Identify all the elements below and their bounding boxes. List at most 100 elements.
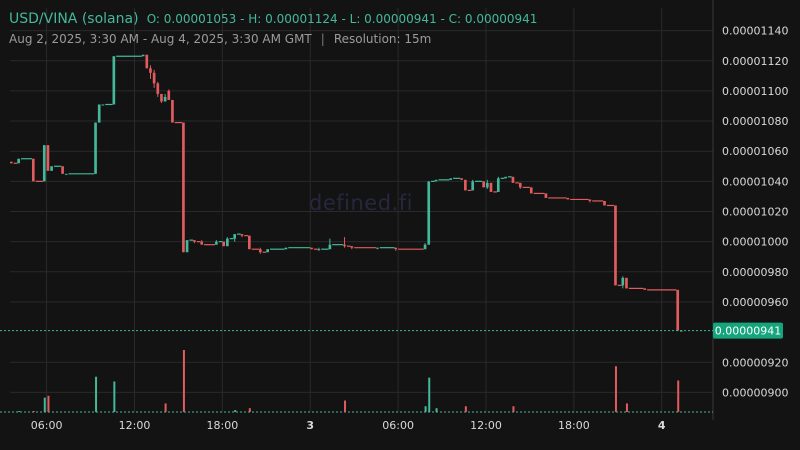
- candle: [423, 243, 427, 250]
- candle-body: [603, 200, 606, 206]
- candle-body: [343, 244, 346, 247]
- candle-body: [471, 181, 475, 191]
- candle-body: [31, 158, 35, 182]
- x-tick-label: 12:00: [470, 419, 502, 432]
- candle-body: [504, 176, 507, 179]
- candle: [511, 176, 515, 183]
- volume-bar: [47, 395, 50, 412]
- volume-bar: [625, 403, 628, 412]
- candle: [141, 54, 145, 57]
- candle-body: [449, 178, 453, 180]
- candle: [182, 122, 185, 253]
- volume-bar: [614, 366, 617, 412]
- y-tick-label: 0.00001020: [722, 206, 788, 219]
- candle-body: [482, 181, 485, 188]
- candle: [185, 240, 189, 253]
- candle-body: [97, 104, 101, 123]
- candle-body: [284, 247, 288, 250]
- candle: [643, 288, 647, 290]
- candle-body: [10, 161, 13, 164]
- separator: |: [320, 32, 325, 46]
- y-tick-label: 0.00000920: [722, 356, 788, 369]
- candle-body: [17, 158, 20, 164]
- y-tick-label: 0.00001120: [722, 55, 788, 68]
- candle: [247, 235, 251, 250]
- candle-body: [61, 166, 64, 174]
- candle: [42, 145, 46, 182]
- x-tick-label: 06:00: [382, 419, 414, 432]
- candle-body: [376, 247, 379, 249]
- watermark: defined.fi: [309, 191, 413, 215]
- chart-header: USD/VINA (solana) O: 0.00001053 - H: 0.0…: [9, 10, 537, 46]
- candle-body: [511, 176, 515, 183]
- candle-body: [182, 122, 185, 253]
- x-tick-label: 06:00: [31, 419, 63, 432]
- candle-body: [185, 240, 189, 253]
- x-tick-label: 12:00: [119, 419, 151, 432]
- candle: [215, 240, 218, 245]
- candle-body: [64, 173, 68, 175]
- candle-body: [485, 182, 489, 188]
- candle-body: [544, 193, 548, 198]
- candle-body: [423, 244, 427, 250]
- candle: [434, 179, 438, 182]
- x-tick-label: 4: [658, 419, 666, 432]
- y-tick-label: 0.00001080: [722, 115, 788, 128]
- candle-body: [643, 288, 647, 290]
- y-tick-label: 0.00001060: [722, 145, 788, 158]
- candle: [266, 249, 269, 253]
- volume-bar: [428, 377, 431, 412]
- candle-body: [529, 187, 533, 194]
- y-tick-label: 0.00001040: [722, 175, 788, 188]
- candle: [317, 247, 321, 251]
- volume-bar: [512, 406, 515, 412]
- candle-body: [160, 93, 163, 102]
- candle-body: [171, 99, 174, 123]
- candle-body: [233, 234, 237, 239]
- volume-bar: [32, 411, 35, 412]
- candle: [614, 205, 617, 286]
- candle-body: [266, 249, 269, 253]
- candle-body: [101, 104, 105, 106]
- candle-body: [625, 277, 628, 289]
- candle-body: [145, 54, 149, 69]
- candle: [471, 179, 475, 191]
- candle-body: [46, 145, 50, 171]
- candle: [489, 182, 493, 192]
- title-line: USD/VINA (solana) O: 0.00001053 - H: 0.0…: [9, 10, 537, 29]
- candle-body: [156, 83, 160, 94]
- candle-body: [240, 234, 244, 236]
- candle: [200, 240, 204, 245]
- candle: [529, 187, 533, 194]
- volume-bar: [18, 411, 21, 412]
- y-tick-label: 0.00001000: [722, 236, 788, 249]
- candle: [343, 237, 346, 248]
- candle: [64, 173, 68, 175]
- candle: [17, 158, 20, 164]
- candle-body: [489, 182, 493, 192]
- candle-body: [464, 179, 467, 191]
- candle-body: [427, 181, 431, 245]
- volume-bar: [248, 408, 251, 412]
- candle-body: [317, 249, 321, 251]
- candle: [485, 179, 489, 189]
- volume-bar: [464, 406, 467, 412]
- candle-body: [215, 241, 218, 245]
- candle: [350, 246, 354, 250]
- candle: [163, 93, 167, 102]
- candle-body: [226, 238, 229, 247]
- candle: [621, 276, 625, 289]
- last-price-label: 0.00000941: [715, 325, 781, 338]
- candle: [449, 178, 453, 180]
- candle: [97, 104, 101, 123]
- candle: [460, 178, 464, 180]
- volume-bar: [435, 408, 438, 412]
- x-tick-label: 18:00: [207, 419, 239, 432]
- volume-bar: [234, 410, 237, 412]
- candle-body: [42, 145, 46, 182]
- candle: [240, 234, 244, 238]
- candle: [328, 238, 332, 250]
- y-tick-label: 0.00000980: [722, 266, 788, 279]
